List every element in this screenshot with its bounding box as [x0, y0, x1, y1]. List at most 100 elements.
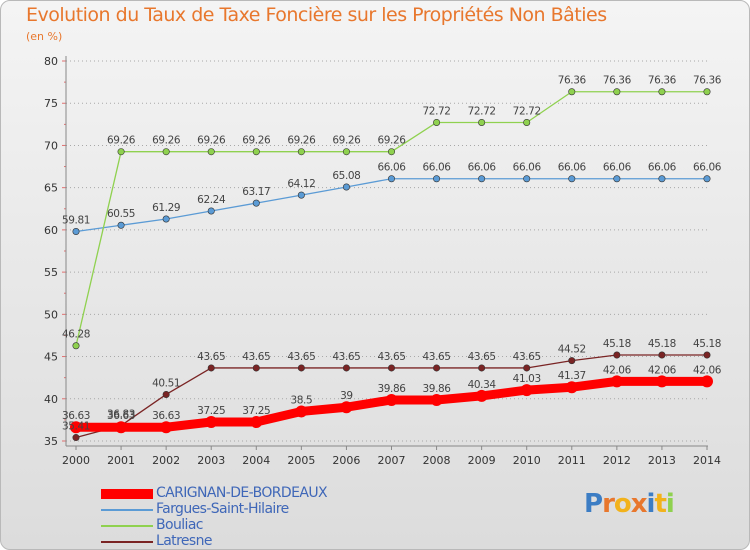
- data-label: 69.26: [332, 135, 361, 147]
- x-tick-label: 2011: [558, 454, 586, 467]
- x-tick-label: 2004: [242, 454, 270, 467]
- data-label: 64.12: [287, 178, 315, 190]
- data-label: 69.26: [107, 135, 136, 147]
- legend-swatch: [101, 489, 153, 499]
- data-label: 66.06: [513, 162, 542, 174]
- x-tick-label: 2005: [287, 454, 315, 467]
- data-label: 35.41: [62, 421, 90, 433]
- data-point: [565, 381, 578, 394]
- legend-item: Latresne: [101, 533, 421, 549]
- data-label: 43.65: [423, 351, 451, 363]
- data-point: [160, 421, 173, 434]
- data-label: 69.26: [242, 135, 271, 147]
- logo-letter: i: [665, 489, 675, 519]
- x-tick-label: 2013: [648, 454, 676, 467]
- data-point: [568, 175, 576, 183]
- x-tick-label: 2010: [513, 454, 541, 467]
- data-point: [162, 215, 170, 223]
- data-point: [252, 199, 260, 207]
- data-label: 66.06: [377, 162, 406, 174]
- data-label: 66.06: [423, 162, 452, 174]
- data-label: 41.03: [513, 373, 541, 385]
- data-label: 72.72: [468, 105, 496, 117]
- data-point: [340, 401, 353, 414]
- data-point: [387, 175, 395, 183]
- data-label: 43.65: [197, 351, 225, 363]
- y-tick-label: 75: [44, 97, 58, 110]
- data-point: [72, 227, 80, 235]
- data-point: [162, 148, 170, 156]
- y-tick-label: 55: [44, 266, 58, 279]
- data-point: [117, 221, 125, 229]
- data-point: [478, 364, 486, 372]
- data-point: [297, 148, 305, 156]
- data-label: 39: [340, 390, 353, 402]
- data-label: 45.18: [648, 338, 676, 350]
- data-point: [523, 364, 531, 372]
- data-label: 65.08: [332, 170, 360, 182]
- legend: CARIGNAN-DE-BORDEAUX Fargues-Saint-Hilair…: [101, 485, 421, 549]
- data-label: 46.28: [62, 329, 90, 341]
- data-label: 66.06: [558, 162, 587, 174]
- data-point: [295, 405, 308, 418]
- data-point: [162, 390, 170, 398]
- data-label: 72.72: [513, 105, 541, 117]
- data-point: [117, 148, 125, 156]
- data-label: 76.36: [558, 75, 587, 87]
- data-label-layer: 35.41 36.83 40.51 43.65 43.65 43.65 43.65 43.65…: [62, 75, 722, 433]
- data-point: [433, 175, 441, 183]
- data-point: [207, 207, 215, 215]
- logo-letter: r: [602, 489, 615, 519]
- data-label: 66.06: [648, 162, 677, 174]
- data-label: 66.06: [468, 162, 497, 174]
- data-label: 43.65: [287, 351, 315, 363]
- data-label: 61.29: [152, 202, 180, 214]
- data-label: 45.18: [603, 338, 631, 350]
- data-point: [297, 191, 305, 199]
- data-point: [478, 175, 486, 183]
- data-point: [658, 351, 666, 359]
- data-point: [523, 175, 531, 183]
- data-point: [613, 175, 621, 183]
- data-label: 76.36: [648, 75, 677, 87]
- data-point: [655, 375, 668, 388]
- data-point: [568, 357, 576, 365]
- data-point: [658, 88, 666, 96]
- x-tick-label: 2006: [332, 454, 360, 467]
- data-point: [478, 118, 486, 126]
- data-point: [703, 88, 711, 96]
- data-label: 36.63: [62, 410, 90, 422]
- legend-swatch: [101, 525, 153, 527]
- data-point: [568, 88, 576, 96]
- x-tick-label: 2012: [603, 454, 631, 467]
- logo-letter: x: [630, 489, 648, 519]
- data-point: [387, 364, 395, 372]
- data-label: 38.5: [290, 394, 312, 406]
- data-point: [613, 351, 621, 359]
- data-point: [658, 175, 666, 183]
- data-point: [385, 393, 398, 406]
- data-label: 40.34: [468, 379, 497, 391]
- data-label: 66.06: [603, 162, 632, 174]
- axis-layer: 35 40 45 50 55 60 65 70 75 80 2000 2001 2002 2003 2004…: [44, 55, 721, 467]
- data-point: [70, 421, 82, 434]
- logo-letter: P: [584, 489, 603, 519]
- legend-swatch: [101, 509, 153, 511]
- legend-label: Latresne: [156, 533, 213, 549]
- data-label: 72.72: [423, 105, 451, 117]
- data-point: [207, 364, 215, 372]
- x-tick-label: 2008: [423, 454, 451, 467]
- data-label: 44.52: [558, 344, 586, 356]
- legend-label: CARIGNAN-DE-BORDEAUX: [156, 485, 328, 501]
- y-tick-label: 65: [44, 182, 58, 195]
- data-point: [297, 364, 305, 372]
- data-point: [252, 364, 260, 372]
- x-tick-label: 2002: [152, 454, 180, 467]
- data-label: 42.06: [648, 364, 677, 376]
- data-point: [613, 88, 621, 96]
- chart-unit-label: (en %): [26, 30, 63, 43]
- y-tick-label: 40: [44, 393, 58, 406]
- data-label: 43.65: [377, 351, 405, 363]
- data-label: 69.26: [377, 135, 406, 147]
